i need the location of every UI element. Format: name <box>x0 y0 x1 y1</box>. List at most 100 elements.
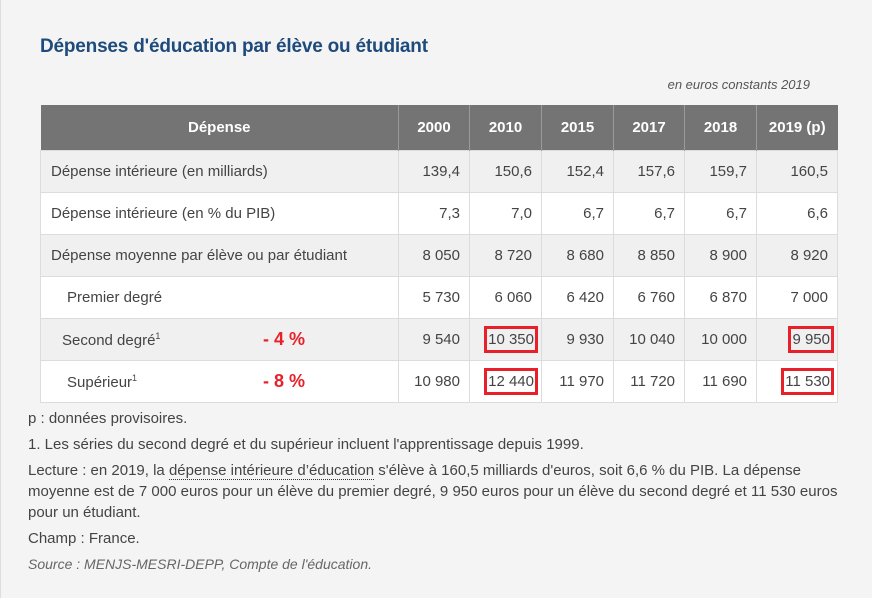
highlighted-value: 12 440 <box>484 368 538 395</box>
highlighted-value: 10 350 <box>484 326 538 353</box>
change-annotation: - 4 % <box>263 329 306 349</box>
value-text: 6,6 <box>807 205 828 222</box>
header-depense: Dépense <box>40 105 399 151</box>
value-cell: 8 050 <box>398 234 470 277</box>
value-cell: 10 350 <box>469 318 542 361</box>
value-cell: 9 540 <box>398 318 470 361</box>
value-cell: 10 980 <box>398 360 470 403</box>
value-cell: 152,4 <box>541 150 614 193</box>
value-text: 152,4 <box>566 163 604 180</box>
value-text: 6 760 <box>637 289 675 306</box>
source-note: Source : MENJS-MESRI-DEPP, Compte de l'é… <box>28 556 372 572</box>
value-text: 6 060 <box>494 289 532 306</box>
value-cell: 5 730 <box>398 276 470 319</box>
value-text: 8 850 <box>637 247 675 264</box>
table-row: Premier degré 5 730 6 060 6 420 6 760 6 870 7 … <box>40 276 838 319</box>
value-cell: 6,6 <box>756 192 838 235</box>
value-text: 8 900 <box>709 247 747 264</box>
highlighted-value: 11 530 <box>781 368 834 395</box>
value-cell: 7,0 <box>469 192 542 235</box>
header-year: 2019 (p) <box>756 105 838 151</box>
row-label-text: Dépense moyenne par élève ou par étudian… <box>51 247 348 264</box>
value-text: 10 980 <box>414 373 460 390</box>
value-text: 5 730 <box>422 289 460 306</box>
row-label: Dépense intérieure (en % du PIB) <box>40 192 399 235</box>
value-text: 10 040 <box>629 331 675 348</box>
row-label-text: Dépense intérieure (en % du PIB) <box>51 205 276 222</box>
row-label: Second degré1 - 4 % <box>40 318 399 361</box>
glossary-link[interactable]: dépense intérieure d’éducation <box>168 462 375 480</box>
value-cell: 10 040 <box>613 318 685 361</box>
value-cell: 6,7 <box>541 192 614 235</box>
reading-suffix: s'élève à 160,5 milliards d'euros, soit … <box>28 462 838 521</box>
value-text: 6,7 <box>654 205 675 222</box>
expenditure-table: Dépense 2000 2010 2015 2017 2018 2019 (p) Dépe… <box>40 105 838 403</box>
value-text: 6,7 <box>726 205 747 222</box>
value-text: 11 970 <box>559 373 604 390</box>
row-label-text: Supérieur <box>67 373 133 391</box>
row-label-text: Second degré <box>62 331 156 349</box>
value-cell: 6 420 <box>541 276 614 319</box>
value-cell: 159,7 <box>684 150 757 193</box>
change-annotation: - 8 % <box>263 371 306 391</box>
value-cell: 7 000 <box>756 276 838 319</box>
footnote-marker: 1 <box>155 330 161 341</box>
value-text: 8 680 <box>566 247 604 264</box>
value-text: 11 720 <box>630 373 675 390</box>
table-row: Second degré1 - 4 % 9 540 10 350 9 930 10 040… <box>40 318 838 361</box>
value-cell: 6 760 <box>613 276 685 319</box>
row-label: Dépense intérieure (en milliards) <box>40 150 399 193</box>
value-cell: 6,7 <box>684 192 757 235</box>
page-title: Dépenses d'éducation par élève ou étudia… <box>40 36 428 57</box>
header-year: 2015 <box>541 105 614 151</box>
value-text: 6 870 <box>709 289 747 306</box>
reading-note: Lecture : en 2019, la dépense intérieure… <box>28 460 848 523</box>
value-text: 6,7 <box>583 205 604 222</box>
value-cell: 150,6 <box>469 150 542 193</box>
value-text: 139,4 <box>422 163 460 180</box>
row-label: Premier degré <box>40 276 399 319</box>
footnote: 1. Les séries du second degré et du supé… <box>28 436 584 453</box>
footnote-marker: 1 <box>132 372 138 383</box>
value-text: 8 720 <box>494 247 532 264</box>
table-row: Dépense intérieure (en milliards) 139,4 15… <box>40 150 838 193</box>
value-text: 9 930 <box>566 331 604 348</box>
row-label-text: Premier degré <box>67 289 163 306</box>
header-year: 2018 <box>684 105 757 151</box>
value-cell: 9 930 <box>541 318 614 361</box>
value-cell: 6,7 <box>613 192 685 235</box>
value-text: 157,6 <box>637 163 675 180</box>
header-year: 2000 <box>398 105 470 151</box>
value-cell: 157,6 <box>613 150 685 193</box>
value-text: 6 420 <box>566 289 604 306</box>
units-note: en euros constants 2019 <box>667 77 810 92</box>
notes: p : données provisoires. 1. Les séries d… <box>28 408 848 580</box>
header-year: 2010 <box>469 105 542 151</box>
value-cell: 7,3 <box>398 192 470 235</box>
reading-prefix: Lecture : en 2019, la <box>28 462 169 479</box>
table-row: Supérieur1 - 8 % 10 980 12 440 11 970 11 720 1… <box>40 360 838 403</box>
value-text: 11 690 <box>702 373 747 390</box>
value-text: 7 000 <box>790 289 828 306</box>
value-text: 150,6 <box>494 163 532 180</box>
row-label: Supérieur1 - 8 % <box>40 360 399 403</box>
table-row: Dépense intérieure (en % du PIB) 7,3 7,0 6,… <box>40 192 838 235</box>
value-text: 8 920 <box>790 247 828 264</box>
value-text: 159,7 <box>709 163 747 180</box>
value-text: 8 050 <box>422 247 460 264</box>
value-cell: 8 850 <box>613 234 685 277</box>
value-text: 9 540 <box>422 331 460 348</box>
value-cell: 160,5 <box>756 150 838 193</box>
table-row: Dépense moyenne par élève ou par étudian… <box>40 234 838 277</box>
value-cell: 139,4 <box>398 150 470 193</box>
value-cell: 11 530 <box>756 360 838 403</box>
value-cell: 8 900 <box>684 234 757 277</box>
value-cell: 6 870 <box>684 276 757 319</box>
value-text: 7,3 <box>439 205 460 222</box>
table-header-row: Dépense 2000 2010 2015 2017 2018 2019 (p) <box>40 105 838 151</box>
value-cell: 8 680 <box>541 234 614 277</box>
value-cell: 12 440 <box>469 360 542 403</box>
provisional-note: p : données provisoires. <box>28 410 188 427</box>
value-text: 10 000 <box>701 331 747 348</box>
value-cell: 6 060 <box>469 276 542 319</box>
